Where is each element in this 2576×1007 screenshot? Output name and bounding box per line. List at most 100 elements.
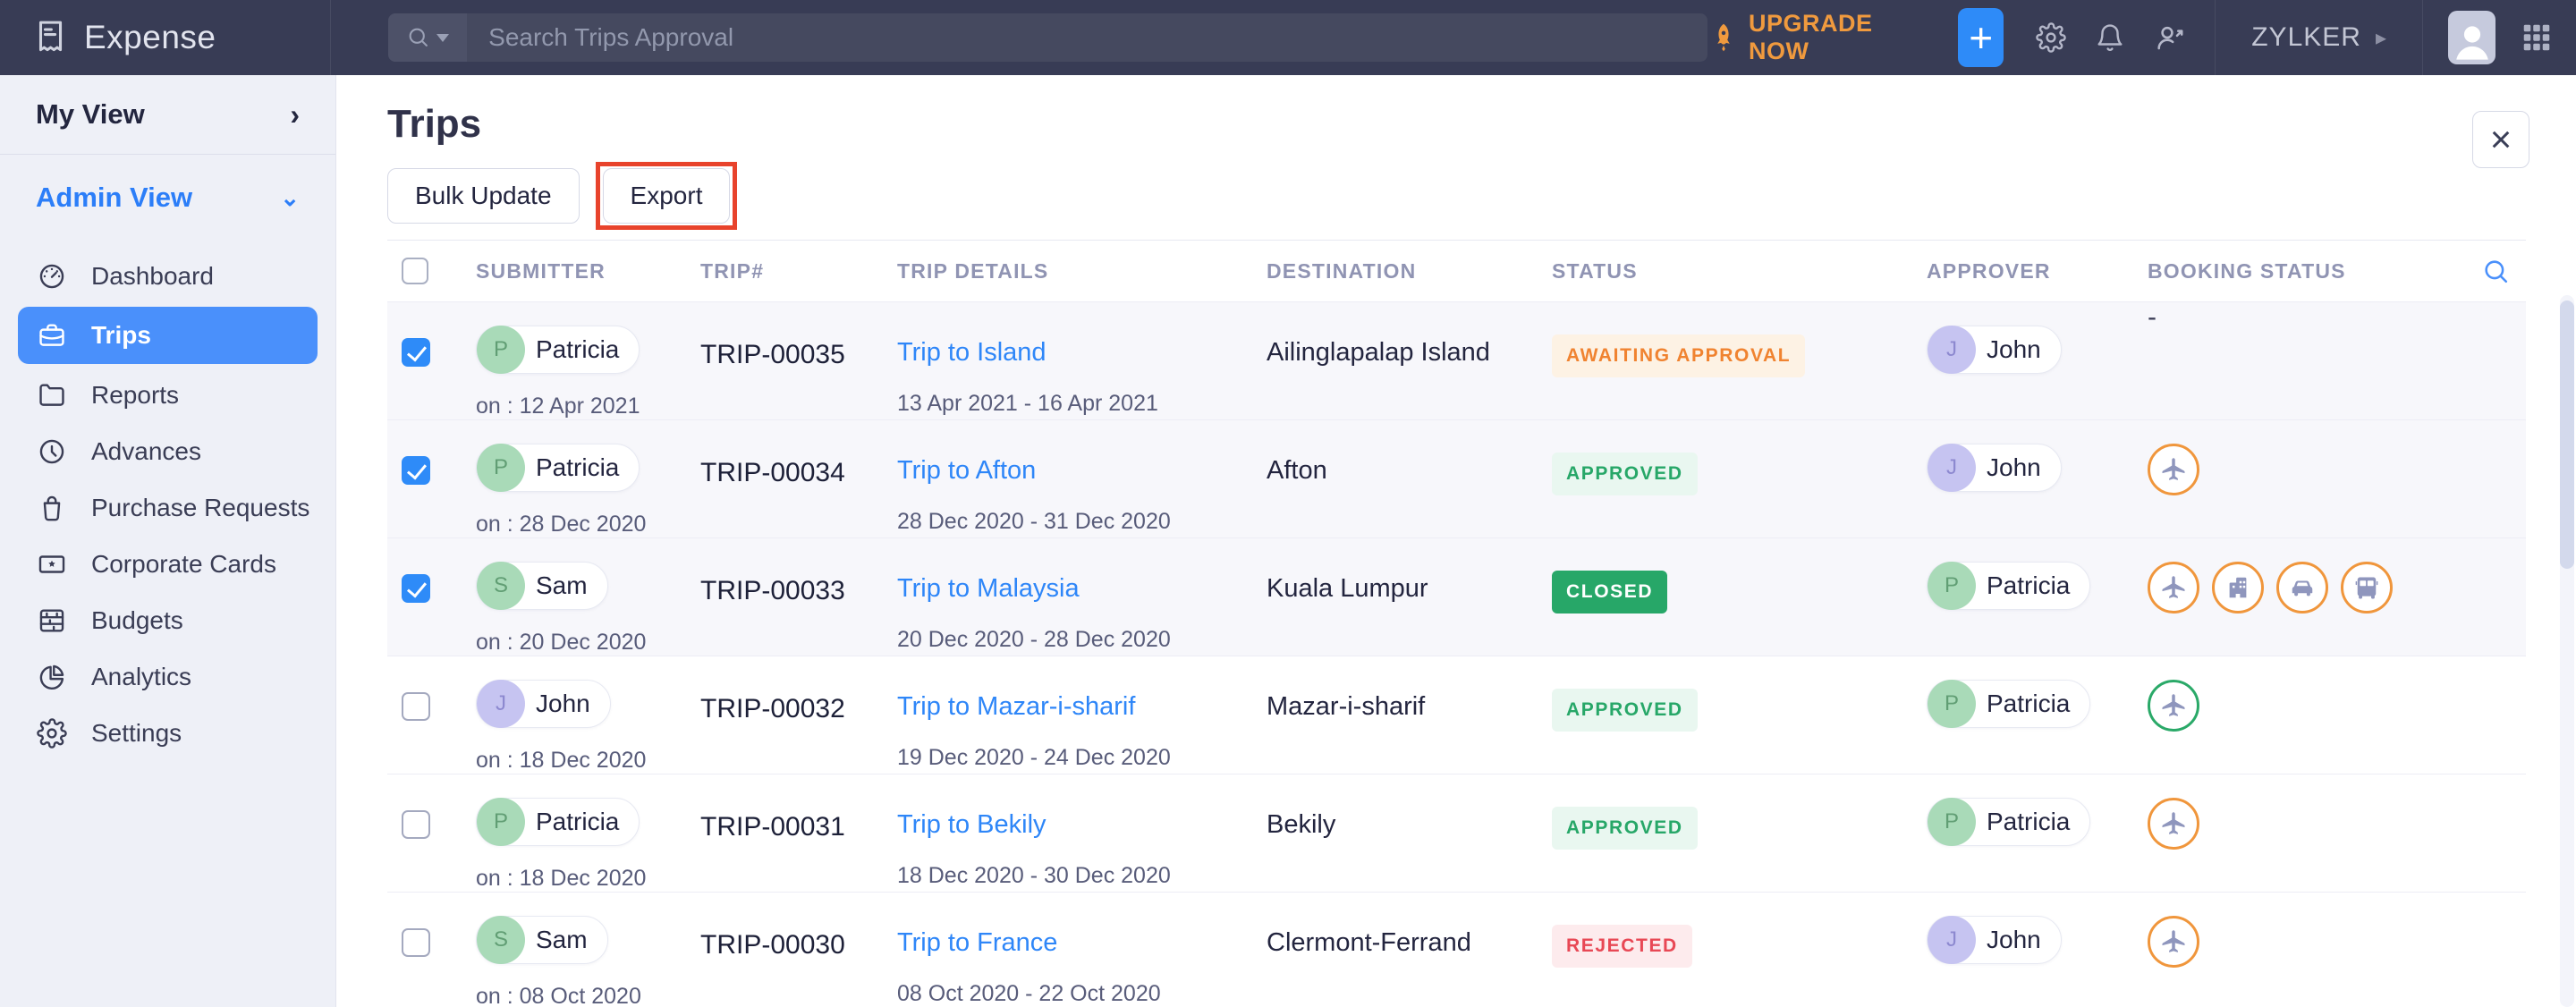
sidebar-item-settings[interactable]: Settings: [18, 705, 318, 761]
user-avatar[interactable]: [2448, 11, 2496, 64]
sidebar: My View › Admin View ⌄ Dashboard Trips: [0, 75, 336, 1007]
trip-name-link[interactable]: Trip to Malaysia: [897, 574, 1080, 603]
submitter-name: Sam: [536, 926, 588, 953]
status-badge: AWAITING APPROVAL: [1552, 334, 1806, 377]
upgrade-now-button[interactable]: UPGRADE NOW: [1707, 10, 1928, 65]
search-scope-dropdown[interactable]: [388, 13, 468, 62]
main-content: Trips Bulk Update Export × SUBMITTER TRI…: [337, 75, 2576, 1007]
bulk-update-button[interactable]: Bulk Update: [387, 168, 580, 224]
scrollbar-thumb[interactable]: [2560, 300, 2574, 569]
sidebar-item-budgets[interactable]: Budgets: [18, 592, 318, 648]
avatar: P: [477, 444, 525, 492]
row-checkbox[interactable]: [402, 692, 430, 721]
approver-pill: P Patricia: [1927, 562, 2091, 610]
sidebar-item-reports[interactable]: Reports: [18, 367, 318, 423]
row-checkbox[interactable]: [402, 338, 430, 367]
submitter-pill: P Patricia: [476, 444, 640, 492]
topbar: Expense UPGRADE NOW +: [0, 0, 2576, 75]
settings-icon[interactable]: [2036, 22, 2066, 53]
submitter-name: Patricia: [536, 453, 620, 481]
search-input[interactable]: [467, 13, 1708, 62]
close-icon: ×: [2489, 118, 2512, 160]
trip-name-link[interactable]: Trip to France: [897, 928, 1058, 957]
sidebar-admin-view[interactable]: Admin View ⌄: [0, 160, 335, 235]
booking-flight-icon[interactable]: [2148, 680, 2199, 732]
quick-create-button[interactable]: +: [1958, 8, 2004, 67]
table-row[interactable]: S Sam on : 20 Dec 2020 TRIP-00033 Trip t…: [387, 538, 2526, 656]
trip-name-link[interactable]: Trip to Afton: [897, 456, 1037, 485]
trip-name-link[interactable]: Trip to Mazar-i-sharif: [897, 692, 1136, 721]
col-header-booking-status: BOOKING STATUS: [2148, 258, 2346, 283]
destination: Afton: [1267, 456, 1327, 485]
destination: Kuala Lumpur: [1267, 574, 1428, 603]
sidebar-item-trips[interactable]: Trips: [18, 307, 318, 364]
trip-name-link[interactable]: Trip to Island: [897, 338, 1046, 367]
sidebar-item-advances[interactable]: Advances: [18, 423, 318, 479]
submitted-on: on : 12 Apr 2021: [476, 393, 640, 419]
purchase-requests-icon: [36, 493, 68, 523]
approver-name: Patricia: [1987, 690, 2071, 717]
row-checkbox[interactable]: [402, 810, 430, 839]
sidebar-item-corporate-cards[interactable]: Corporate Cards: [18, 536, 318, 592]
trip-number: TRIP-00030: [700, 930, 845, 960]
table-row[interactable]: P Patricia on : 18 Dec 2020 TRIP-00031 T…: [387, 774, 2526, 893]
export-button[interactable]: Export: [602, 168, 731, 224]
sidebar-item-purchase-requests[interactable]: Purchase Requests: [18, 479, 318, 536]
booking-flight-icon[interactable]: [2148, 916, 2199, 968]
org-switcher[interactable]: ZYLKER ▸: [2216, 0, 2422, 75]
add-user-icon[interactable]: [2154, 21, 2186, 54]
trips-icon: [36, 320, 68, 351]
row-checkbox[interactable]: [402, 456, 430, 485]
booking-hotel-icon[interactable]: [2212, 562, 2264, 614]
approver-pill: P Patricia: [1927, 680, 2091, 728]
select-all-checkbox[interactable]: [402, 258, 428, 284]
avatar: P: [1928, 680, 1976, 728]
trip-dates: 28 Dec 2020 - 31 Dec 2020: [897, 509, 1171, 534]
col-header-approver: APPROVER: [1927, 258, 2051, 283]
search-icon: [406, 25, 431, 50]
admin-view-label: Admin View: [36, 182, 193, 213]
status-badge: APPROVED: [1552, 689, 1698, 732]
settings-gear-icon: [36, 718, 68, 749]
close-button[interactable]: ×: [2472, 111, 2529, 168]
caret-down-icon: [436, 33, 450, 42]
submitted-on: on : 28 Dec 2020: [476, 512, 647, 537]
booking-car-icon[interactable]: [2276, 562, 2328, 614]
avatar: J: [1928, 326, 1976, 374]
booking-flight-icon[interactable]: [2148, 444, 2199, 495]
sidebar-item-analytics[interactable]: Analytics: [18, 648, 318, 705]
submitted-on: on : 18 Dec 2020: [476, 866, 647, 891]
submitted-on: on : 20 Dec 2020: [476, 630, 647, 655]
trip-dates: 19 Dec 2020 - 24 Dec 2020: [897, 745, 1171, 770]
status-badge: CLOSED: [1552, 571, 1668, 614]
table-row[interactable]: P Patricia on : 28 Dec 2020 TRIP-00034 T…: [387, 420, 2526, 538]
approver-pill: J John: [1927, 444, 2062, 492]
table-row[interactable]: P Patricia on : 12 Apr 2021 TRIP-00035 T…: [387, 302, 2526, 420]
table-search-icon[interactable]: [2481, 257, 2512, 287]
sidebar-my-view[interactable]: My View ›: [0, 75, 335, 154]
app-logo[interactable]: Expense: [0, 17, 330, 58]
booking-bus-icon[interactable]: [2341, 562, 2393, 614]
apps-grid-icon[interactable]: [2521, 21, 2553, 54]
table-row[interactable]: J John on : 18 Dec 2020 TRIP-00032 Trip …: [387, 656, 2526, 774]
budgets-icon: [36, 605, 68, 636]
approver-name: John: [1987, 453, 2041, 481]
table-row[interactable]: S Sam on : 08 Oct 2020 TRIP-00030 Trip t…: [387, 893, 2526, 1007]
sidebar-item-label: Settings: [91, 718, 182, 747]
trip-name-link[interactable]: Trip to Bekily: [897, 810, 1046, 839]
avatar: J: [477, 680, 525, 728]
notifications-bell-icon[interactable]: [2095, 22, 2125, 53]
destination: Clermont-Ferrand: [1267, 928, 1471, 957]
avatar: P: [477, 326, 525, 374]
no-booking-dash: -: [2148, 302, 2157, 332]
sidebar-item-label: Trips: [91, 321, 151, 349]
chevron-right-icon: ›: [290, 97, 300, 131]
sidebar-item-label: Corporate Cards: [91, 549, 276, 578]
row-checkbox[interactable]: [402, 928, 430, 957]
col-header-status: STATUS: [1552, 258, 1638, 283]
booking-flight-icon[interactable]: [2148, 562, 2199, 614]
status-badge: APPROVED: [1552, 453, 1698, 495]
booking-flight-icon[interactable]: [2148, 798, 2199, 850]
row-checkbox[interactable]: [402, 574, 430, 603]
sidebar-item-dashboard[interactable]: Dashboard: [18, 248, 318, 304]
